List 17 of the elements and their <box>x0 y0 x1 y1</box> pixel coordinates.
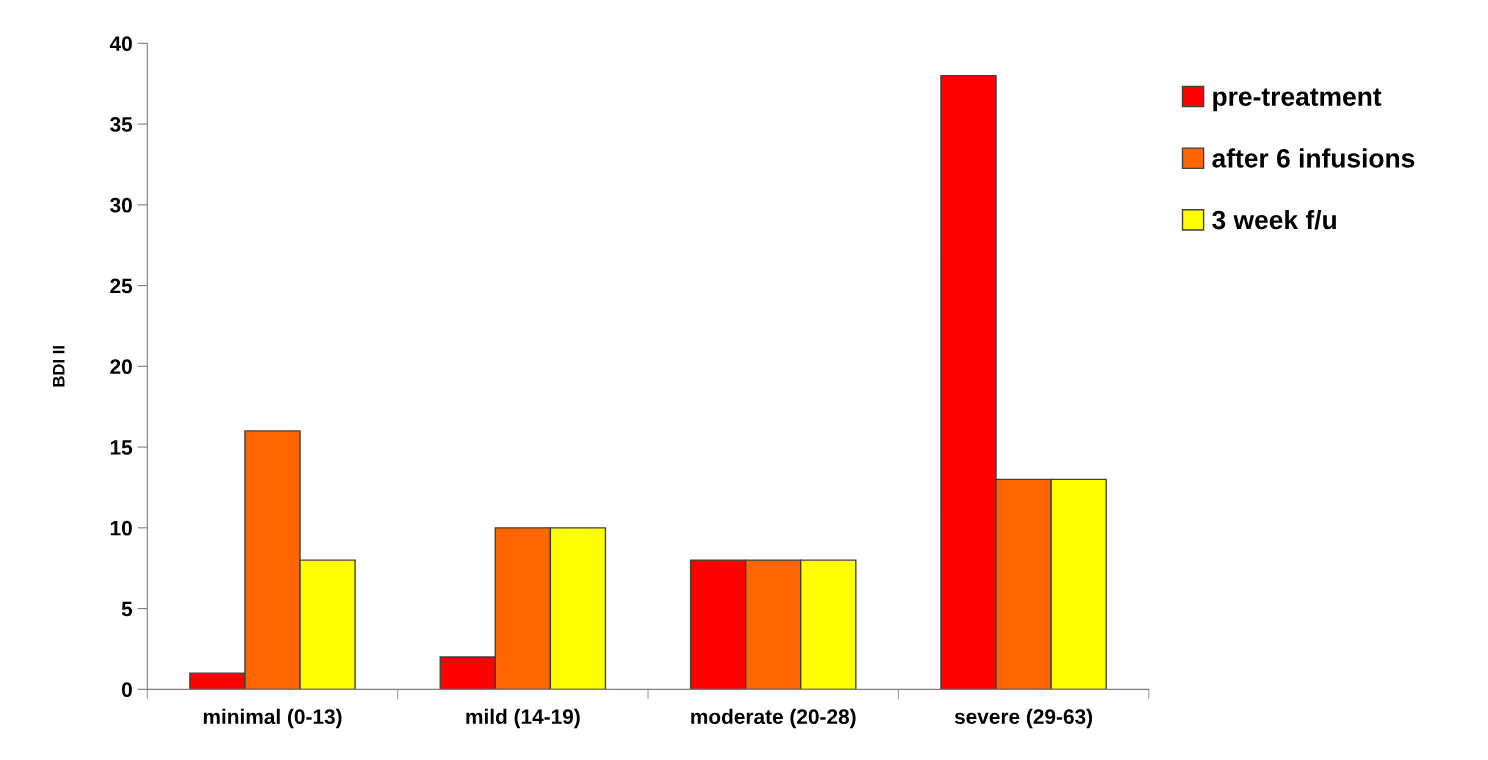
y-tick-label: 20 <box>110 359 132 375</box>
y-tick-label: 0 <box>121 682 132 698</box>
y-tick-label: 15 <box>110 440 133 455</box>
y-tick-label: 25 <box>110 278 133 294</box>
x-tick-label: moderate (20-28) <box>691 708 856 729</box>
y-tick-label: 10 <box>110 520 132 536</box>
legend-label: 3 week f/u <box>1212 209 1336 230</box>
y-tick-label: 30 <box>110 197 132 213</box>
x-tick-label: severe (29-63) <box>954 708 1093 729</box>
y-tick-label: 40 <box>109 36 132 52</box>
y-tick-label: 35 <box>110 117 133 132</box>
x-tick-label: minimal (0-13) <box>203 708 342 729</box>
x-tick-label: mild (14-19) <box>466 708 580 729</box>
legend-label: pre-treatment <box>1213 88 1382 112</box>
y-axis-title: BDI II <box>52 346 65 387</box>
y-tick-label: 5 <box>121 601 133 617</box>
legend-label: after 6 infusions <box>1212 148 1415 168</box>
